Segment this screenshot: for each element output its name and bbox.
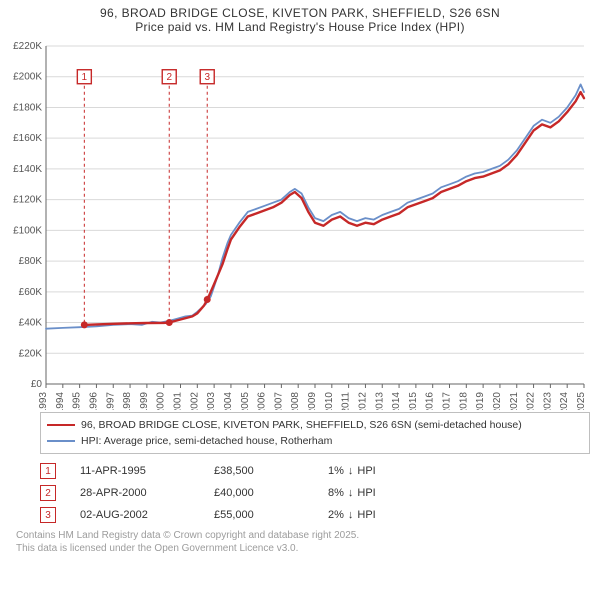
down-arrow-icon: ↓ bbox=[348, 465, 354, 477]
legend-item: HPI: Average price, semi-detached house,… bbox=[47, 433, 583, 449]
x-tick-label: 2008 bbox=[290, 392, 301, 410]
y-tick-label: £80K bbox=[19, 256, 43, 267]
x-tick-label: 2005 bbox=[240, 392, 251, 410]
x-tick-label: 2016 bbox=[425, 392, 436, 410]
down-arrow-icon: ↓ bbox=[348, 509, 354, 521]
x-tick-label: 1995 bbox=[72, 392, 83, 410]
sales-row: 1 11-APR-1995 £38,500 1% ↓HPI bbox=[40, 460, 590, 482]
x-tick-label: 2025 bbox=[576, 392, 587, 410]
x-tick-label: 2021 bbox=[509, 392, 520, 410]
sales-row-price: £40,000 bbox=[214, 487, 304, 499]
attribution-footer: Contains HM Land Registry data © Crown c… bbox=[16, 530, 590, 555]
y-tick-label: £140K bbox=[13, 164, 42, 175]
title-line-2: Price paid vs. HM Land Registry's House … bbox=[10, 20, 590, 34]
x-tick-label: 2012 bbox=[357, 392, 368, 410]
sales-row-date: 02-AUG-2002 bbox=[80, 509, 190, 521]
x-tick-label: 2022 bbox=[526, 392, 537, 410]
sales-row-marker: 1 bbox=[40, 463, 56, 479]
y-tick-label: £120K bbox=[13, 195, 42, 206]
sales-row-date: 28-APR-2000 bbox=[80, 487, 190, 499]
hpi-pct: 8% bbox=[328, 487, 344, 499]
down-arrow-icon: ↓ bbox=[348, 487, 354, 499]
sales-row-marker: 2 bbox=[40, 485, 56, 501]
x-tick-label: 1999 bbox=[139, 392, 150, 410]
hpi-suffix: HPI bbox=[357, 465, 375, 477]
price-vs-hpi-chart: £0 £20K £40K £60K £80K £100K £120K £140K £160K £1… bbox=[10, 40, 590, 410]
y-tick-label: £160K bbox=[13, 133, 42, 144]
legend-item: 96, BROAD BRIDGE CLOSE, KIVETON PARK, SH… bbox=[47, 417, 583, 433]
x-tick-label: 2019 bbox=[475, 392, 486, 410]
y-tick-label: £200K bbox=[13, 72, 42, 83]
sales-row: 2 28-APR-2000 £40,000 8% ↓HPI bbox=[40, 482, 590, 504]
sale-marker-dot bbox=[166, 319, 173, 326]
hpi-suffix: HPI bbox=[357, 487, 375, 499]
sales-row-price: £38,500 bbox=[214, 465, 304, 477]
x-tick-label: 2002 bbox=[189, 392, 200, 410]
x-tick-label: 2009 bbox=[307, 392, 318, 410]
x-tick-label: 2007 bbox=[273, 392, 284, 410]
x-tick-label: 2024 bbox=[559, 392, 570, 410]
x-tick-label: 2010 bbox=[324, 392, 335, 410]
hpi-pct: 1% bbox=[328, 465, 344, 477]
chart-svg: £0 £20K £40K £60K £80K £100K £120K £140K £160K £1… bbox=[10, 40, 590, 410]
sale-marker-dot bbox=[204, 296, 211, 303]
x-tick-label: 2014 bbox=[391, 392, 402, 410]
x-tick-label: 2001 bbox=[173, 392, 184, 410]
x-tick-label: 2011 bbox=[341, 392, 352, 410]
sale-marker-number: 1 bbox=[82, 72, 88, 83]
sales-row-price: £55,000 bbox=[214, 509, 304, 521]
y-tick-label: £60K bbox=[19, 287, 43, 298]
x-tick-label: 2000 bbox=[156, 392, 167, 410]
y-tick-label: £100K bbox=[13, 225, 42, 236]
x-tick-label: 1996 bbox=[88, 392, 99, 410]
y-tick-label: £220K bbox=[13, 41, 42, 52]
y-tick-label: £180K bbox=[13, 102, 42, 113]
legend-label: HPI: Average price, semi-detached house,… bbox=[81, 435, 332, 447]
x-tick-label: 1993 bbox=[38, 392, 49, 410]
sales-row-hpi: 2% ↓HPI bbox=[328, 509, 418, 521]
sale-marker-dot bbox=[81, 321, 88, 328]
x-tick-label: 2020 bbox=[492, 392, 503, 410]
x-tick-label: 2004 bbox=[223, 392, 234, 410]
sales-row: 3 02-AUG-2002 £55,000 2% ↓HPI bbox=[40, 504, 590, 526]
title-line-1: 96, BROAD BRIDGE CLOSE, KIVETON PARK, SH… bbox=[10, 6, 590, 20]
chart-legend: 96, BROAD BRIDGE CLOSE, KIVETON PARK, SH… bbox=[40, 412, 590, 454]
x-tick-label: 2023 bbox=[542, 392, 553, 410]
sales-row-date: 11-APR-1995 bbox=[80, 465, 190, 477]
sale-marker-number: 3 bbox=[204, 72, 210, 83]
x-tick-label: 2018 bbox=[458, 392, 469, 410]
chart-title: 96, BROAD BRIDGE CLOSE, KIVETON PARK, SH… bbox=[10, 6, 590, 34]
legend-label: 96, BROAD BRIDGE CLOSE, KIVETON PARK, SH… bbox=[81, 419, 522, 431]
hpi-pct: 2% bbox=[328, 509, 344, 521]
y-tick-label: £0 bbox=[31, 379, 43, 390]
footer-line-2: This data is licensed under the Open Gov… bbox=[16, 543, 590, 556]
x-tick-label: 2003 bbox=[206, 392, 217, 410]
hpi-suffix: HPI bbox=[357, 509, 375, 521]
y-tick-label: £40K bbox=[19, 318, 43, 329]
sale-marker-number: 2 bbox=[166, 72, 172, 83]
sales-row-hpi: 8% ↓HPI bbox=[328, 487, 418, 499]
footer-line-1: Contains HM Land Registry data © Crown c… bbox=[16, 530, 590, 543]
x-tick-label: 1998 bbox=[122, 392, 133, 410]
legend-swatch bbox=[47, 440, 75, 442]
sales-table: 111-APR-1995£38,5001%↓HPI228-APR-2000£40… bbox=[40, 460, 590, 526]
x-tick-label: 1994 bbox=[55, 392, 66, 410]
x-tick-label: 2006 bbox=[257, 392, 268, 410]
sales-row-marker: 3 bbox=[40, 507, 56, 523]
y-tick-label: £20K bbox=[19, 348, 43, 359]
x-tick-label: 1997 bbox=[105, 392, 116, 410]
sales-row-hpi: 1% ↓HPI bbox=[328, 465, 418, 477]
legend-swatch bbox=[47, 424, 75, 426]
x-tick-label: 2017 bbox=[442, 392, 453, 410]
x-tick-label: 2013 bbox=[374, 392, 385, 410]
x-tick-label: 2015 bbox=[408, 392, 419, 410]
